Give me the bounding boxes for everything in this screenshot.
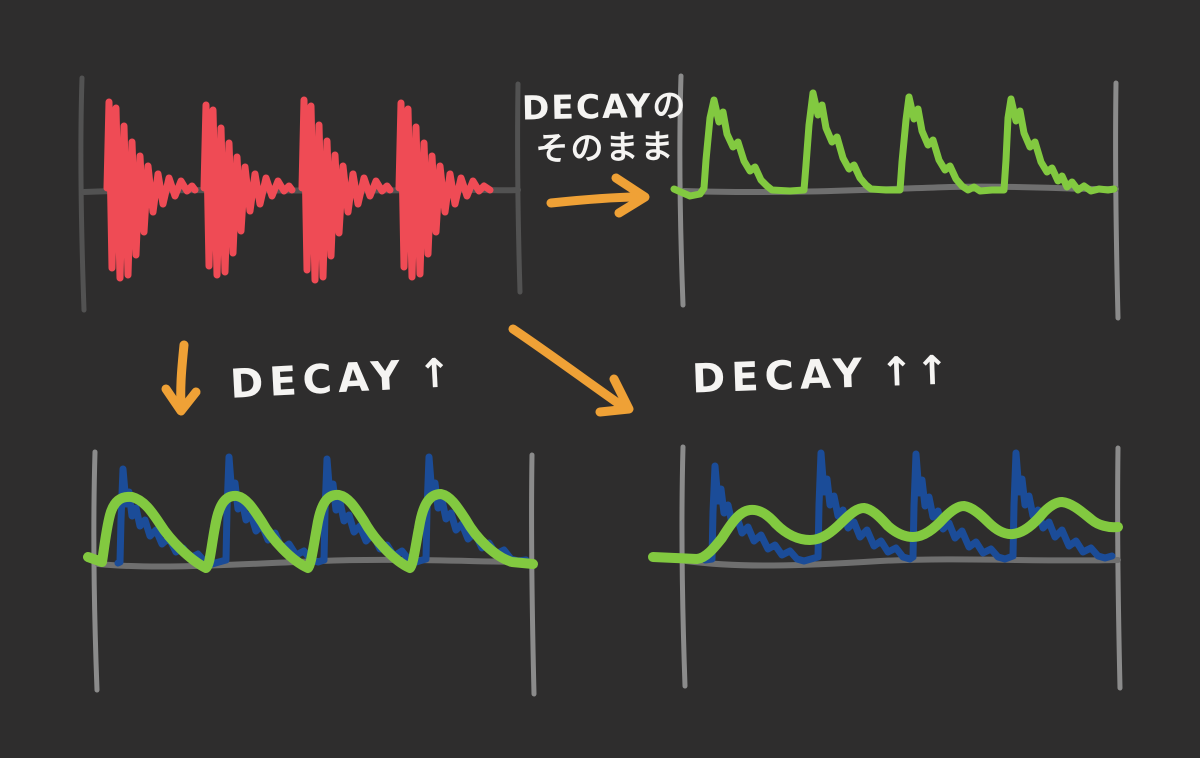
caption-decay-unchanged-line1: DECAYの	[521, 85, 688, 128]
arrow-diagonal-head-icon	[595, 374, 634, 417]
axis-left	[78, 75, 87, 313]
blue-envelope-waveform	[701, 449, 1116, 565]
caption-decay-unchanged: DECAYの そのまま	[519, 85, 690, 170]
arrow-right-head-icon	[611, 173, 650, 218]
caption-decay-up-text: DECAY	[228, 352, 408, 408]
flow-arrows	[161, 173, 650, 417]
panel-decay-unchanged	[670, 73, 1121, 321]
axis-right	[529, 452, 537, 697]
up-arrow-glyph: ↑	[416, 350, 455, 398]
panel-decay-up-up	[648, 444, 1123, 691]
arrow-down-shaft	[176, 340, 189, 410]
panel-input-waveform	[78, 75, 523, 313]
caption-decay-up-up: DECAY ↑↑	[691, 347, 951, 402]
axis-right	[1115, 445, 1123, 691]
arrow-right-shaft	[546, 192, 643, 208]
caption-decay-unchanged-line2: そのまま	[535, 126, 676, 169]
double-up-arrow-glyph: ↑↑	[879, 347, 952, 396]
red-transient-waveform	[103, 96, 494, 284]
axis-left	[679, 444, 688, 689]
green-smooth-wave	[648, 497, 1123, 564]
green-envelope-waveform	[670, 89, 1118, 200]
arrow-diagonal-shaft	[508, 324, 627, 411]
panel-decay-up	[83, 449, 538, 697]
arrow-down-head-icon	[161, 384, 201, 416]
axis-right	[1113, 80, 1121, 321]
baseline	[683, 556, 1121, 569]
axis-left	[91, 449, 100, 693]
axis-left	[677, 73, 686, 308]
caption-decay-up-up-text: DECAY	[691, 350, 869, 403]
green-smooth-envelope	[83, 489, 538, 573]
